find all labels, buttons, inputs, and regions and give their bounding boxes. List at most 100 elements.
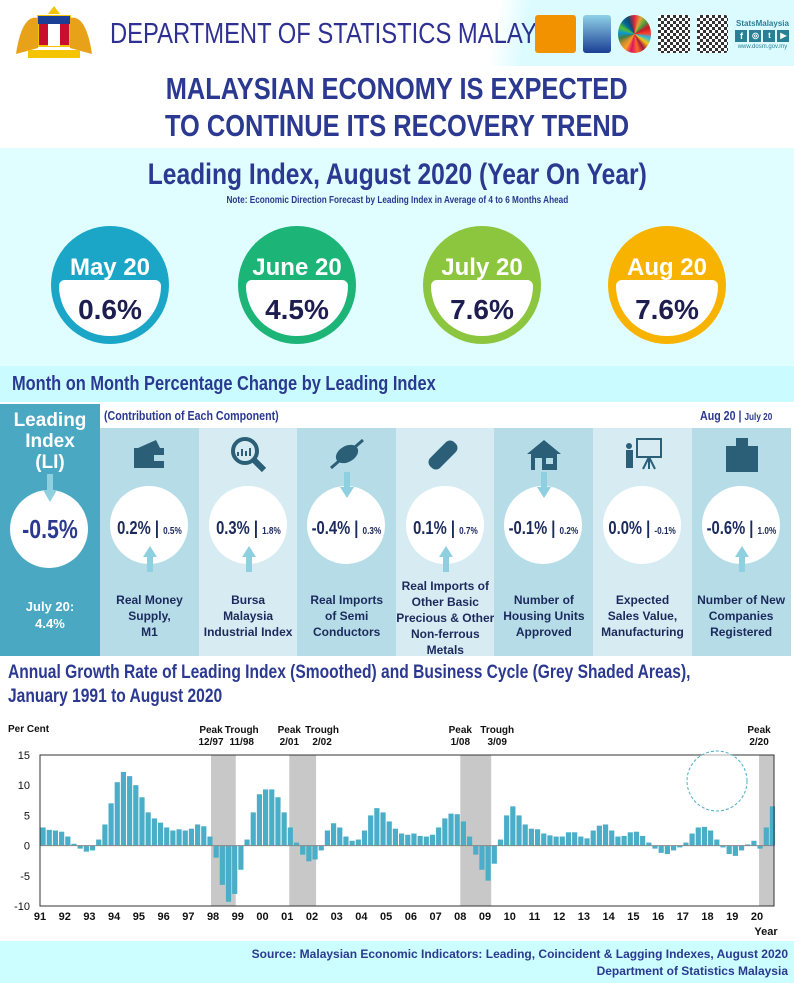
bar (164, 827, 170, 846)
x-tick-label: 09 (479, 911, 491, 923)
bar (355, 839, 361, 846)
x-tick-label: 18 (701, 911, 713, 923)
bar (139, 797, 145, 846)
bar (689, 833, 695, 846)
component-value: -0.1% | 0.2% (509, 518, 579, 538)
bar (108, 803, 114, 846)
arrow-down-icon (43, 474, 57, 502)
period-legend: Aug 20 | July 20 (700, 408, 788, 423)
x-tick-label: 95 (133, 911, 145, 923)
yoy-circle-3: Aug 20 7.6% (608, 226, 726, 344)
li-value-bubble (10, 490, 88, 568)
bar (578, 836, 584, 846)
buildings-icon (725, 438, 758, 472)
x-tick-label: 15 (627, 911, 639, 923)
component-name-line: Metals (426, 643, 464, 657)
component-name: Real Imports of Semi Conductors (297, 592, 396, 640)
instagram-icon[interactable]: ◎ (749, 29, 762, 42)
component-name-line: M1 (141, 625, 158, 639)
bar (89, 845, 96, 851)
youtube-icon[interactable]: ▶ (777, 29, 790, 42)
component-name-line: Number of New (697, 593, 786, 607)
bar (195, 824, 201, 846)
bar (312, 845, 318, 860)
bar (738, 845, 745, 851)
bar (423, 836, 429, 846)
trough-date: 2/02 (312, 737, 332, 748)
x-tick-label: 96 (157, 911, 169, 923)
current-value: 0.0% (608, 518, 643, 538)
yoy-circle-1: June 20 4.5% (238, 226, 356, 344)
yoy-value-panel: 0.6% (59, 280, 161, 336)
li-previous: July 20: 4.4% (0, 598, 100, 632)
department-name: DEPARTMENT OF STATISTICS MALAYSIA (110, 18, 576, 50)
leading-index-chart: Peak12/97Trough11/98Peak2/01Trough2/02Pe… (8, 724, 778, 938)
twitter-icon[interactable]: t (763, 29, 776, 42)
bar (584, 838, 590, 846)
x-tick-label: 13 (578, 911, 590, 923)
previous-value: 1.8% (261, 526, 281, 537)
facebook-icon[interactable]: f (735, 29, 748, 42)
bar (726, 845, 732, 855)
component-name-line: Sales Value, (607, 609, 678, 623)
bar (244, 839, 250, 846)
peak-date: 2/01 (280, 737, 300, 748)
previous-value: 0.5% (163, 526, 182, 537)
component-name-line: Manufacturing (601, 625, 684, 639)
peak-label: Peak (449, 725, 473, 736)
arrow-down-icon (537, 472, 552, 498)
y-tick-label: -10 (14, 901, 30, 913)
yoy-circle-2: July 20 7.6% (423, 226, 541, 344)
x-tick-label: 01 (281, 911, 293, 923)
component-name: Expected Sales Value, Manufacturing (593, 592, 692, 640)
component-name: Bursa Malaysia Industrial Index (199, 592, 298, 640)
bar (201, 826, 207, 846)
bar (621, 835, 627, 846)
component-metal-bar: 0.1% | 0.7% Real Imports of Other Basic Pr… (395, 428, 495, 657)
yoy-value-panel: 7.6% (616, 280, 718, 336)
recession-shade (289, 755, 317, 906)
bar (219, 845, 225, 885)
bar (411, 833, 417, 846)
bar (708, 830, 714, 846)
y-axis-label: Per Cent (8, 724, 50, 735)
bar (324, 830, 331, 846)
bar (399, 833, 405, 846)
mystats-day-logo (583, 15, 611, 53)
headline-line1: MALAYSIAN ECONOMY IS EXPECTED (166, 71, 628, 106)
bar (263, 789, 269, 846)
website-link[interactable]: www.dosm.gov.my (737, 43, 788, 50)
bar (448, 813, 454, 846)
current-value: 0.3% (215, 518, 250, 538)
component-value: 0.3% | 1.8% (215, 518, 281, 538)
plot-frame (39, 754, 775, 907)
bar (232, 845, 238, 894)
zoom-callout (686, 750, 748, 812)
arrow-up-icon (734, 546, 749, 572)
previous-value: 0.3% (362, 526, 382, 537)
bar (763, 827, 769, 846)
x-tick-label: 06 (405, 911, 417, 923)
partner-logos: StatsMalaysia f ◎ t ▶ www.dosm.gov.my (535, 10, 790, 58)
bar (640, 835, 646, 846)
component-value: 0.0% | -0.1% (608, 518, 677, 538)
contribution-subtitle: (Contribution of Each Component) (104, 408, 279, 423)
trough-date: 3/09 (487, 737, 507, 748)
bar (572, 832, 578, 846)
qr-code[interactable] (658, 15, 690, 53)
bar (361, 830, 368, 846)
bar (59, 831, 65, 846)
bar (701, 826, 708, 846)
bar (269, 789, 275, 846)
bar (133, 785, 139, 846)
component-value: 0.1% | 0.7% (412, 518, 478, 538)
mom-header-band (0, 366, 794, 402)
facebook-qr-code[interactable] (696, 15, 728, 53)
component-value: -0.6% | 1.0% (706, 518, 776, 538)
x-tick-label: 98 (207, 911, 219, 923)
bar (454, 814, 460, 846)
bar (46, 829, 52, 846)
li-prev-value: 4.4% (35, 616, 65, 631)
bar (386, 821, 392, 846)
component-magnifier-chart: 0.3% | 1.8% Bursa Malaysia Industrial Inde… (198, 428, 298, 656)
